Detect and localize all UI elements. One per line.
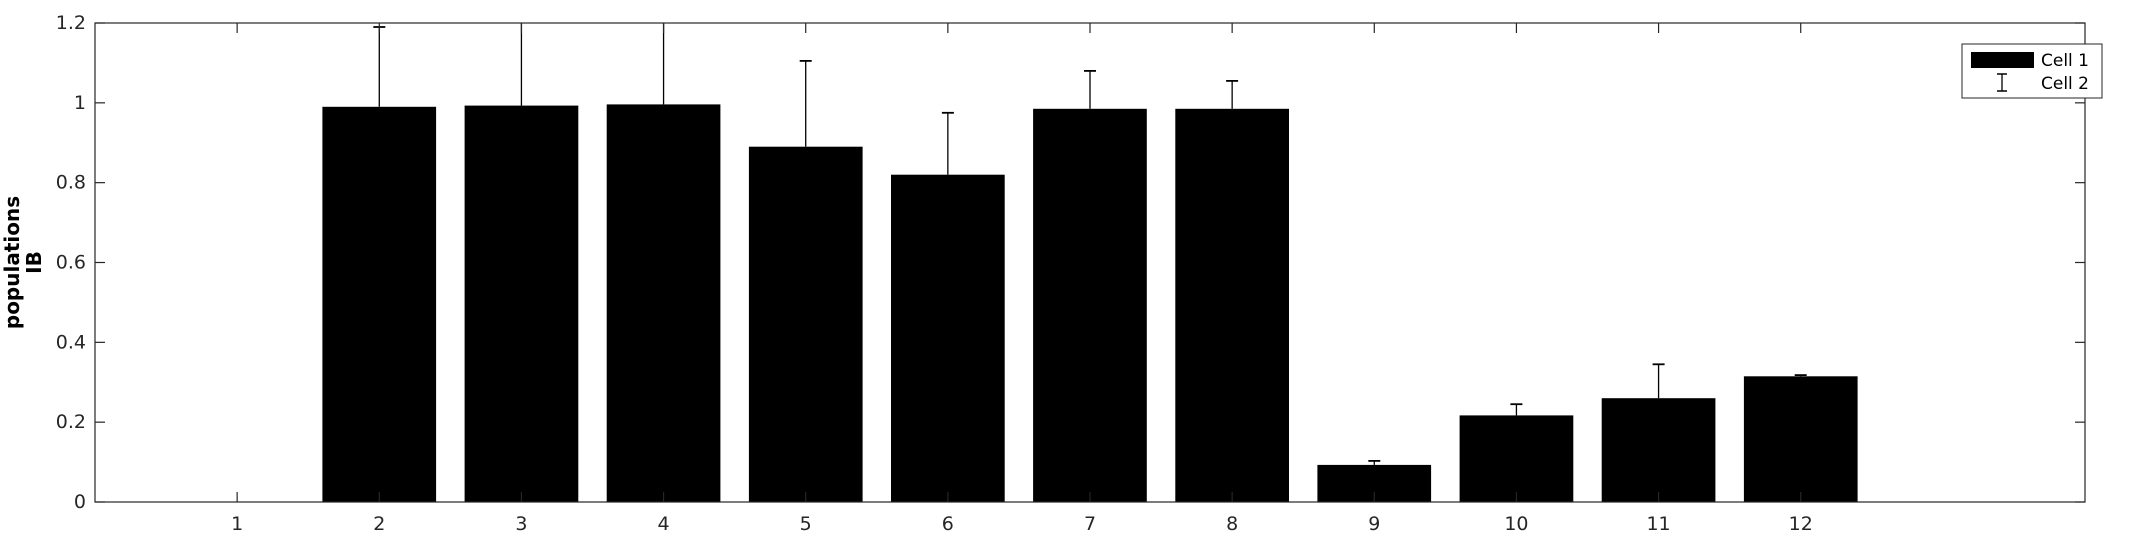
x-tick-label: 2 — [373, 513, 385, 533]
bar-7 — [1033, 108, 1147, 503]
bar-5 — [748, 146, 863, 502]
x-tick-label: 7 — [1084, 513, 1096, 533]
bar-11 — [1601, 398, 1716, 502]
bar-12 — [1743, 376, 1858, 502]
bar-4 — [606, 104, 721, 503]
x-tick-label: 3 — [515, 513, 527, 533]
legend-label-cell-1: Cell 1 — [2041, 51, 2089, 71]
bar-10 — [1459, 415, 1574, 502]
y-tick-label: 1.2 — [56, 12, 86, 34]
y-axis-label-line: IB — [22, 251, 46, 274]
y-tick-label: 0 — [74, 491, 86, 513]
y-tick-label: 1 — [74, 92, 86, 114]
y-axis-label-line: populations — [0, 196, 24, 329]
bar-8 — [1175, 108, 1289, 503]
x-tick-label: 11 — [1646, 513, 1670, 533]
y-tick-label: 0.2 — [56, 411, 86, 433]
x-tick-label: 6 — [942, 513, 954, 533]
bars-layer — [322, 104, 1858, 503]
errorbars-layer — [373, 23, 1807, 465]
legend-swatch-cell-1 — [1971, 52, 2034, 68]
legend: Cell 1 Cell 2 — [1961, 43, 2103, 99]
x-tick-label: 8 — [1226, 513, 1238, 533]
x-tick-label: 1 — [231, 513, 243, 533]
bar-6 — [891, 174, 1005, 502]
x-tick-label: 10 — [1504, 513, 1528, 533]
x-tick-label: 9 — [1368, 513, 1380, 533]
x-tick-label: 4 — [658, 513, 670, 533]
legend-label-cell-2: Cell 2 — [2041, 74, 2089, 94]
y-tick-label: 0.8 — [56, 172, 86, 194]
bar-3 — [464, 105, 579, 502]
x-tick-label: 5 — [800, 513, 812, 533]
x-tick-label: 12 — [1789, 513, 1813, 533]
y-tick-label: 0.4 — [56, 331, 86, 353]
axes-layer: 00.20.40.60.811.21 2 3 4 5 6 7 8 9 10 11 12 — [56, 12, 2086, 535]
y-tick-label: 0.6 — [56, 252, 86, 274]
bar-2 — [322, 106, 437, 503]
